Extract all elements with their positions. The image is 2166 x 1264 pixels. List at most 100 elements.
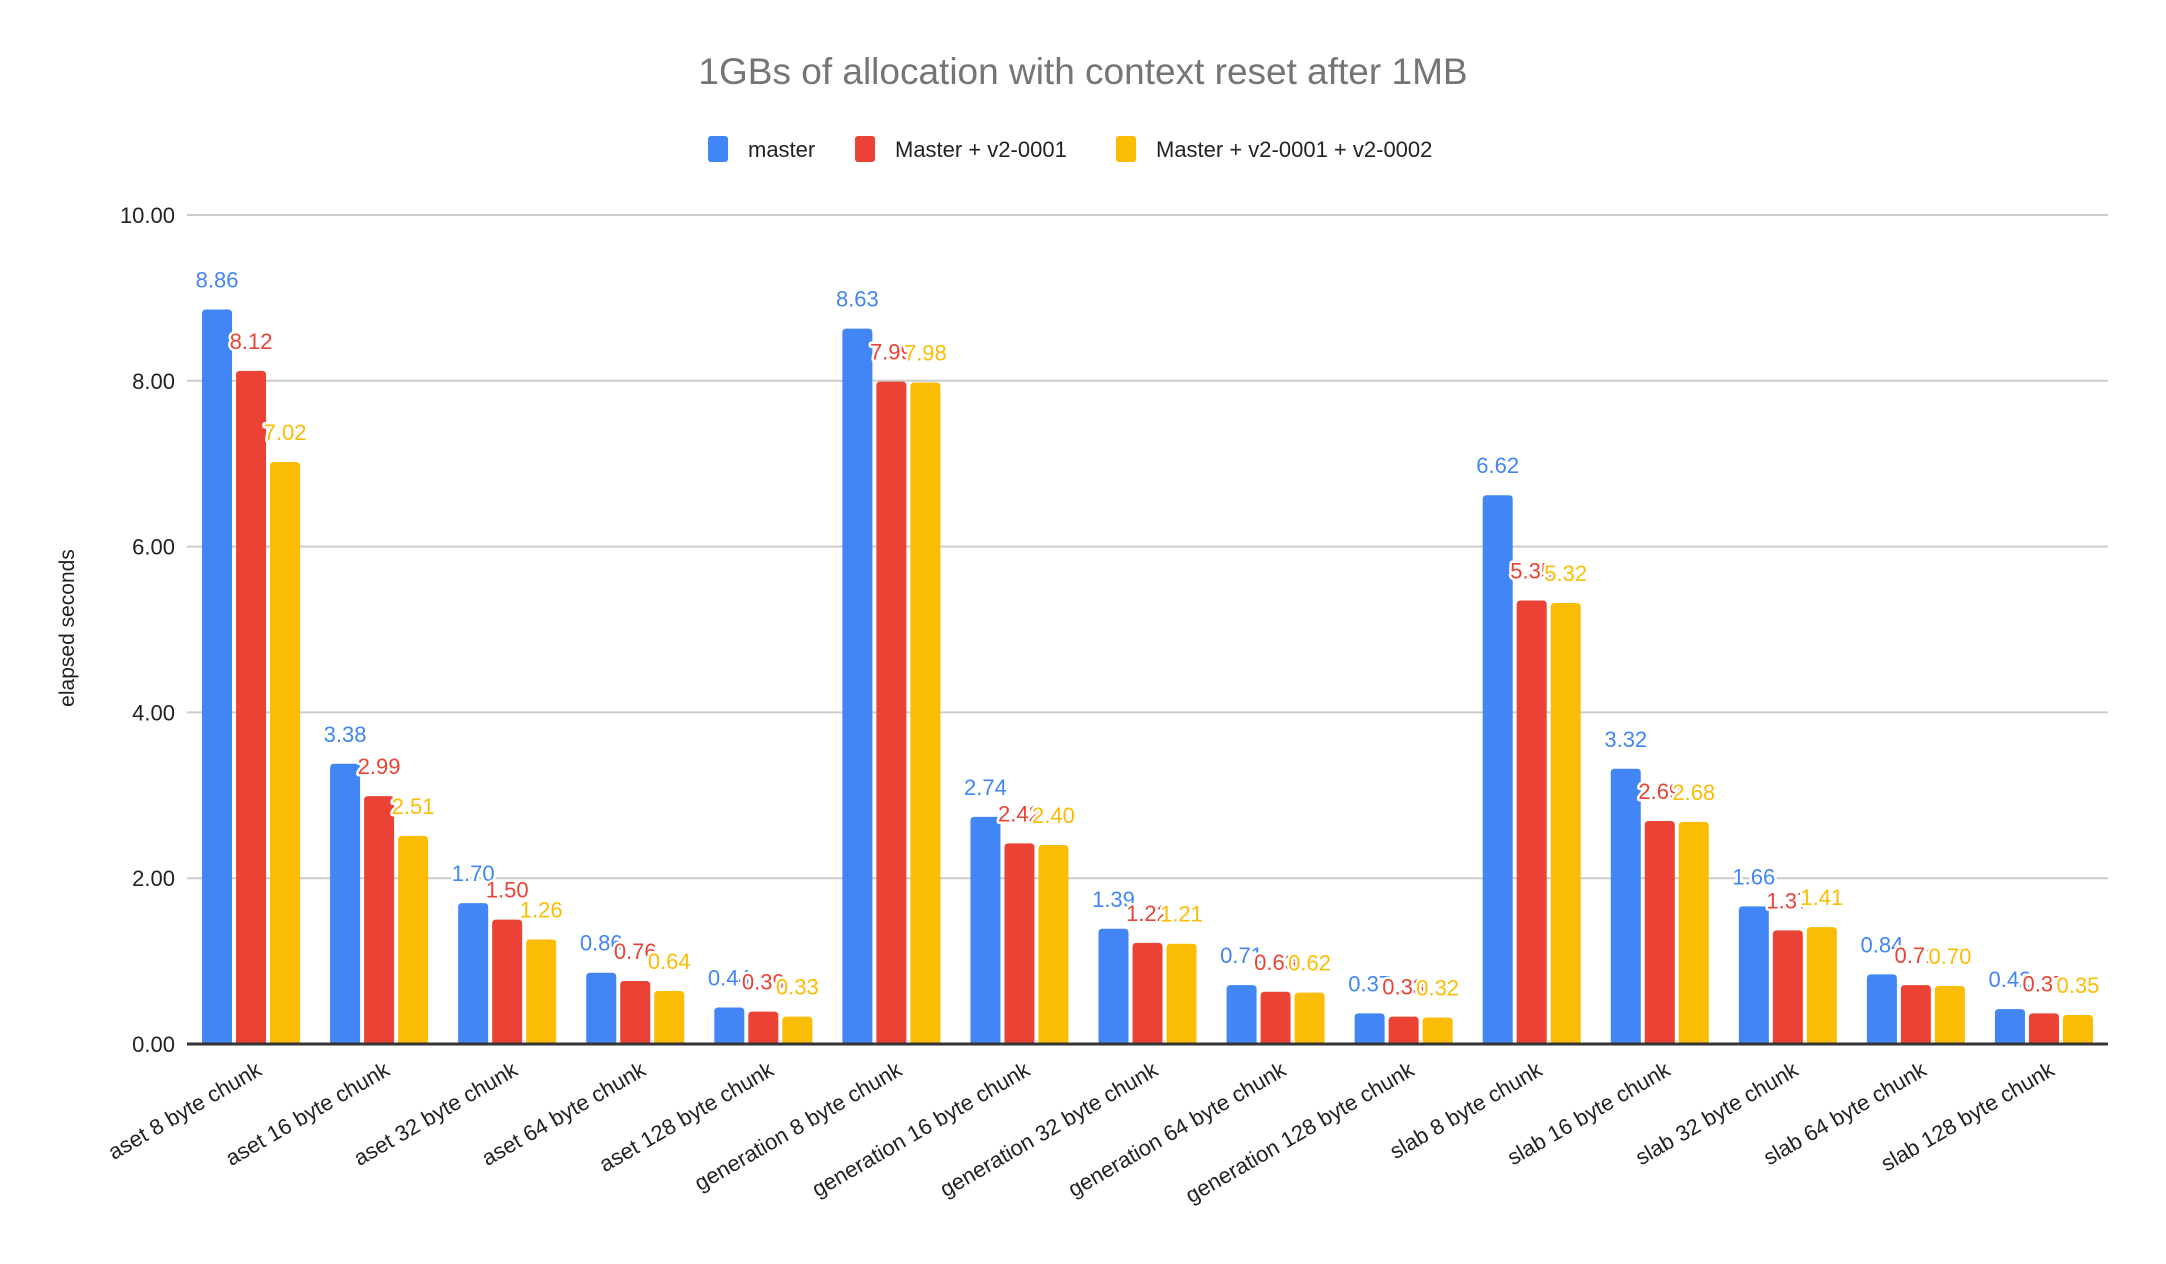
legend-swatch-0 [708,136,728,162]
bar [842,328,873,1044]
data-label: 0.71 [1894,943,1937,968]
data-label: 8.63 [836,287,879,312]
bar [236,370,267,1044]
data-label: 8.12 [230,329,273,354]
legend-swatch-2 [1116,136,1136,162]
data-label: 2.51 [392,794,435,819]
data-label: 1.39 [1092,887,1135,912]
legend-label-2: Master + v2-0001 + v2-0002 [1156,137,1432,162]
data-label: 0.70 [1928,944,1971,969]
y-tick-label: 0.00 [132,1032,175,1057]
bar [1038,845,1069,1044]
bar [492,919,523,1044]
data-label: 7.99 [870,340,913,365]
x-tick-label: generation 128 byte chunk [1181,1056,1419,1208]
data-label: 1.22 [1126,901,1169,926]
bar [1738,906,1769,1044]
chart-title: 1GBs of allocation with context reset af… [698,51,1467,92]
bar [2062,1014,2093,1044]
bar [748,1011,779,1044]
gridlines [187,214,2108,880]
bar [714,1007,745,1044]
data-label: 0.76 [614,939,657,964]
bar [330,763,361,1044]
bar [2028,1013,2059,1044]
bar [1260,991,1291,1044]
data-label: 0.35 [2057,973,2100,998]
data-label: 3.38 [324,722,367,747]
bar [398,835,429,1044]
bar [1132,942,1163,1044]
bar [1294,992,1325,1044]
bar [1678,821,1709,1044]
bar [270,462,301,1044]
bar [782,1016,813,1044]
data-labels: 8.86 8.12 7.02 3.38 2.99 2.51 1.701.501.26 0.86… [193,265,2102,1003]
bar [970,816,1001,1044]
data-label: 1.66 [1732,864,1775,889]
data-label: 1.70 [452,861,495,886]
bar [910,382,941,1044]
bars [202,309,2093,1045]
data-label: 0.37 [2023,971,2066,996]
data-label: 0.33 [1382,975,1425,1000]
data-label: 0.33 [776,975,819,1000]
data-label: 0.39 [742,970,785,995]
bar [1900,985,1931,1044]
data-label: 0.71 [1220,943,1263,968]
legend-label-0: master [748,137,815,162]
bar [1610,768,1641,1044]
bar [1226,985,1257,1044]
bar [202,309,233,1045]
bar [1004,843,1035,1044]
data-label: 5.35 [1510,558,1553,583]
y-tick-label: 2.00 [132,866,175,891]
legend: master Master + v2-0001 Master + v2-0001 +… [708,136,1432,162]
x-tick-label: generation 16 byte chunk [807,1056,1034,1202]
bar [876,381,907,1044]
bar [1644,820,1675,1044]
bar [1550,602,1581,1044]
legend-swatch-1 [855,136,875,162]
data-label: 6.62 [1476,453,1519,478]
bar [1354,1013,1385,1044]
data-label: 0.37 [1348,971,1391,996]
data-label: 2.68 [1672,780,1715,805]
data-label: 8.86 [196,268,239,293]
bar [1772,930,1803,1044]
data-label: 7.02 [264,420,307,445]
y-axis-label: elapsed seconds [56,549,79,707]
bar [620,980,651,1044]
data-label: 1.21 [1160,902,1203,927]
bar [458,903,489,1044]
data-label: 0.64 [648,949,691,974]
data-label: 1.37 [1766,888,1809,913]
data-label: 2.74 [964,775,1007,800]
y-tick-label: 4.00 [132,700,175,725]
bar [1806,927,1837,1044]
bar [1516,600,1547,1044]
bar [654,990,685,1044]
bar [1422,1017,1453,1044]
bar [586,972,617,1044]
bar [1482,495,1513,1044]
data-label: 2.99 [358,754,401,779]
data-label: 0.84 [1860,932,1903,957]
data-label: 1.50 [486,878,529,903]
data-label: 1.26 [520,898,563,923]
bar [1994,1009,2025,1044]
data-label: 2.42 [998,801,1041,826]
x-tick-label: generation 8 byte chunk [690,1056,907,1196]
bar [1166,943,1197,1044]
data-label: 2.69 [1638,779,1681,804]
data-label: 0.86 [580,931,623,956]
bar [1934,985,1965,1044]
bar [526,939,557,1044]
bar [1866,974,1897,1044]
data-label: 3.32 [1604,727,1647,752]
legend-label-1: Master + v2-0001 [895,137,1067,162]
data-label: 5.32 [1544,561,1587,586]
y-tick-label: 8.00 [132,369,175,394]
data-label: 1.41 [1800,885,1843,910]
